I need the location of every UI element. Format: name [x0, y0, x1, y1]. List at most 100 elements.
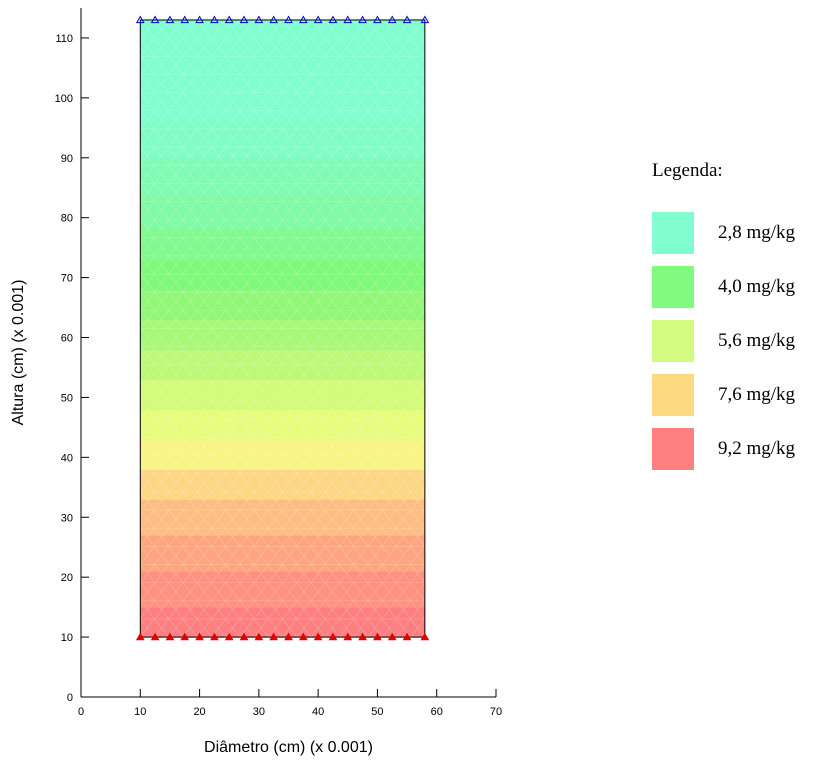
- top-boundary-marker: [165, 15, 175, 24]
- x-tick-label: 70: [490, 706, 502, 718]
- top-boundary-marker: [239, 15, 249, 24]
- legend-label: 4,0 mg/kg: [718, 276, 796, 297]
- x-tick-label: 30: [253, 706, 265, 718]
- y-tick-label: 90: [61, 153, 73, 165]
- bottom-boundary-marker: [195, 632, 204, 641]
- legend: Legenda: 2,8 mg/kg 4,0 mg/kg 5,6 mg/kg 7,6 …: [652, 160, 832, 476]
- legend-title: Legenda:: [652, 160, 723, 181]
- legend-label: 2,8 mg/kg: [718, 222, 796, 243]
- y-tick-label: 80: [61, 213, 73, 225]
- contour-band: [140, 121, 425, 159]
- legend-item: 9,2 mg/kg: [652, 422, 832, 476]
- contour-band: [140, 157, 425, 195]
- legend-item: 4,0 mg/kg: [652, 260, 832, 314]
- contour-band: [140, 469, 425, 500]
- bottom-boundary-marker: [150, 632, 160, 641]
- y-axis-title: Altura (cm) (x 0.001): [10, 280, 27, 426]
- contour-band: [140, 607, 425, 638]
- contour-band: [140, 229, 425, 261]
- boundary-markers: [135, 15, 430, 641]
- contour-band: [140, 319, 425, 351]
- top-boundary-marker: [298, 15, 308, 24]
- contour-band: [140, 289, 425, 321]
- bottom-boundary-marker: [328, 632, 338, 641]
- legend-items: 2,8 mg/kg 4,0 mg/kg 5,6 mg/kg 7,6 mg/kg 9,2 …: [652, 206, 832, 476]
- y-tick-label: 60: [61, 333, 73, 345]
- contour-band: [140, 259, 425, 291]
- legend-swatch: [652, 320, 694, 362]
- contour-band: [140, 535, 425, 572]
- bottom-boundary-marker: [269, 632, 279, 641]
- bottom-boundary-marker: [373, 632, 382, 641]
- legend-swatch: [652, 428, 694, 470]
- top-boundary-marker: [373, 15, 382, 24]
- top-boundary-marker: [420, 15, 430, 24]
- y-tick-label: 30: [61, 512, 73, 524]
- legend-item: 7,6 mg/kg: [652, 368, 832, 422]
- bottom-boundary-marker: [420, 632, 430, 641]
- bottom-boundary-marker: [239, 632, 249, 641]
- bottom-boundary-marker: [180, 632, 190, 641]
- axes: 0 10 20 30 40 50 60 70 0 10 20 30 40 50 60 70 80 90 100 110: [55, 8, 502, 718]
- mesh-path: [140, 19, 426, 638]
- contour-band: [140, 409, 425, 440]
- legend-label: 7,6 mg/kg: [718, 384, 796, 405]
- bottom-boundary-marker: [254, 632, 264, 641]
- y-tick-label: 0: [67, 692, 73, 704]
- x-tick-label: 0: [78, 706, 84, 718]
- top-boundary-marker: [343, 15, 353, 24]
- legend-swatch: [652, 212, 694, 254]
- x-tick-label: 10: [134, 706, 146, 718]
- x-tick-label: 20: [193, 706, 205, 718]
- y-tick-label: 10: [61, 632, 73, 644]
- top-boundary-marker: [180, 15, 190, 24]
- top-boundary-marker: [313, 15, 323, 24]
- bottom-boundary-marker: [284, 632, 293, 641]
- bottom-boundary-marker: [313, 632, 323, 641]
- y-tick-label: 40: [61, 452, 73, 464]
- legend-item: 2,8 mg/kg: [652, 206, 832, 260]
- legend-swatch: [652, 266, 694, 308]
- y-tick-label: 70: [61, 273, 73, 285]
- top-boundary-marker: [402, 15, 412, 24]
- x-tick-label: 40: [312, 706, 324, 718]
- bottom-boundary-marker: [358, 632, 367, 641]
- top-boundary-marker: [284, 15, 293, 24]
- top-boundary-marker: [387, 15, 397, 24]
- x-tick-label: 60: [431, 706, 443, 718]
- contour-band: [140, 379, 425, 410]
- bottom-boundary-marker: [343, 632, 353, 641]
- contour-band: [140, 193, 425, 231]
- bottom-boundary-marker: [402, 632, 412, 641]
- bottom-boundary-marker: [224, 632, 234, 641]
- top-boundary-marker: [210, 15, 219, 24]
- top-boundary-marker: [254, 15, 264, 24]
- top-boundary-marker: [269, 15, 279, 24]
- top-boundary-marker: [150, 15, 160, 24]
- bottom-boundary-marker: [165, 632, 175, 641]
- top-boundary-marker: [224, 15, 234, 24]
- y-tick-label: 50: [61, 392, 73, 404]
- top-boundary-marker: [358, 15, 367, 24]
- legend-label: 9,2 mg/kg: [718, 438, 796, 459]
- y-tick-label: 100: [55, 93, 73, 105]
- y-tick-label: 110: [55, 33, 73, 45]
- contour-band: [140, 439, 425, 470]
- contour-band: [140, 19, 425, 123]
- bottom-boundary-marker: [298, 632, 308, 641]
- bottom-boundary-marker: [210, 632, 219, 641]
- top-boundary-marker: [195, 15, 204, 24]
- bottom-boundary-marker: [135, 632, 145, 641]
- top-boundary-marker: [328, 15, 338, 24]
- contour-bands: [140, 19, 425, 638]
- contour-band: [140, 499, 425, 536]
- legend-item: 5,6 mg/kg: [652, 314, 832, 368]
- x-axis-title: Diâmetro (cm) (x 0.001): [204, 739, 373, 756]
- domain-outline: [139, 19, 426, 638]
- y-tick-label: 20: [61, 572, 73, 584]
- top-boundary-marker: [135, 15, 145, 24]
- legend-label: 5,6 mg/kg: [718, 330, 796, 351]
- contour-band: [140, 571, 425, 608]
